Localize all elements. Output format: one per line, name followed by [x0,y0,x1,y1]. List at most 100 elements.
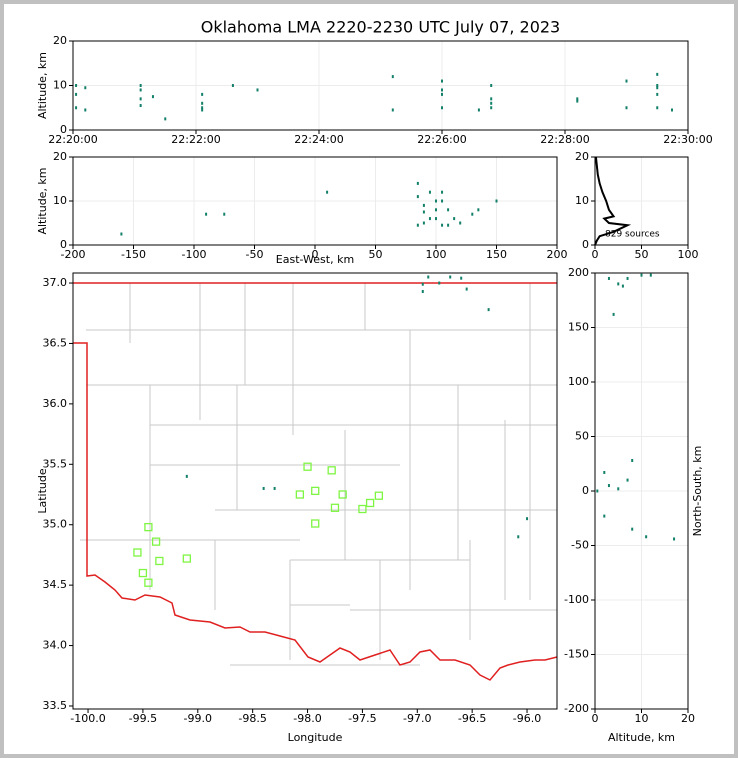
source [256,88,259,92]
source [441,92,443,96]
source [201,101,204,105]
source [205,212,208,216]
station [155,556,164,566]
source [416,181,419,185]
x-tick-label: 200 [547,248,568,261]
source [139,104,142,108]
source [391,75,394,79]
source [617,282,620,286]
source [490,97,493,101]
y-tick-label: 10 [53,194,67,207]
source [490,84,493,87]
source [75,84,78,87]
station [327,466,336,475]
source [490,106,493,110]
source [164,117,167,121]
source [607,276,610,280]
source [422,221,425,225]
station [311,486,320,496]
source [262,486,265,490]
x-tick-label: 150 [486,248,507,261]
source [626,276,629,280]
x-tick-label: -100 [182,248,207,261]
y-tick-label: 36.5 [43,336,68,349]
y-tick-label: 0 [582,484,589,497]
chart-title: Oklahoma LMA 2220-2230 UTC July 07, 2023 [201,18,560,37]
plot-frame [72,40,689,131]
source [656,72,659,76]
y-tick-label: -50 [571,539,589,552]
source [120,232,123,236]
station [365,498,375,508]
source [477,208,480,212]
source [656,84,659,87]
x-tick-label: 22:26:00 [417,133,466,146]
source [621,284,624,288]
source [139,84,142,87]
station [144,522,153,532]
source [671,108,674,112]
source [435,199,437,203]
y-tick-label: 36.0 [43,397,68,410]
y-tick-label: 0 [60,238,67,251]
plot-frame [72,272,558,710]
station [138,568,148,578]
source [416,223,419,227]
source [477,108,480,112]
y-tick-label: 10 [575,194,589,207]
source [526,517,529,521]
plot-frame [72,156,558,246]
x-tick-label: -99.5 [129,712,157,725]
y-tick-label: 100 [568,375,589,388]
source [617,487,620,491]
source [576,97,579,101]
source [84,86,87,90]
source [441,190,444,194]
source [487,308,490,312]
source [625,79,628,83]
source [151,95,154,99]
station [151,537,161,546]
y-axis-label: North-South, km [691,446,704,537]
source [631,458,634,462]
source [603,514,606,518]
station [295,490,305,499]
x-axis-label: Altitude, km [608,731,675,744]
y-tick-label: 0 [582,238,589,251]
x-tick-label: 22:28:00 [540,133,589,146]
source [441,79,443,83]
y-tick-label: 34.5 [43,578,68,591]
station [374,491,384,500]
source [201,108,204,112]
state-border [73,282,558,681]
source [640,273,643,277]
y-tick-label: 20 [53,150,67,163]
source [576,99,579,103]
source [435,208,437,212]
x-tick-label: 22:24:00 [294,133,343,146]
y-tick-label: 33.5 [43,699,68,712]
x-tick-label: -100.0 [70,712,105,725]
annotation: 829 sources [605,230,660,240]
source [422,203,425,207]
y-tick-label: -200 [564,702,589,715]
y-tick-label: -100 [564,593,589,606]
source [447,208,450,212]
station [358,504,367,514]
x-tick-label: 50 [635,248,649,261]
altitude-profile [594,156,632,246]
source [84,108,87,112]
source [631,527,634,531]
source [656,92,659,96]
station [303,462,312,471]
y-tick-label: 0 [60,123,67,136]
y-axis-label: Altitude, km [36,52,49,119]
source [612,312,615,316]
y-tick-label: 20 [53,34,67,47]
source [673,537,676,541]
source [441,88,443,92]
source [326,190,329,194]
source [603,470,606,474]
source [438,281,441,285]
